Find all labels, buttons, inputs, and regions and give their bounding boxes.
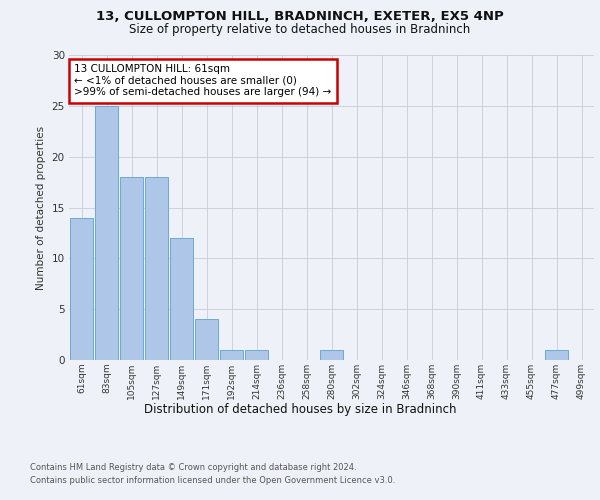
Bar	[545, 350, 568, 360]
Bar	[245, 350, 268, 360]
Text: Distribution of detached houses by size in Bradninch: Distribution of detached houses by size …	[144, 402, 456, 415]
Bar	[195, 320, 218, 360]
Text: Contains public sector information licensed under the Open Government Licence v3: Contains public sector information licen…	[30, 476, 395, 485]
Bar	[95, 106, 118, 360]
Text: Contains HM Land Registry data © Crown copyright and database right 2024.: Contains HM Land Registry data © Crown c…	[30, 462, 356, 471]
Text: Size of property relative to detached houses in Bradninch: Size of property relative to detached ho…	[130, 22, 470, 36]
Bar	[145, 177, 168, 360]
Text: 13, CULLOMPTON HILL, BRADNINCH, EXETER, EX5 4NP: 13, CULLOMPTON HILL, BRADNINCH, EXETER, …	[96, 10, 504, 23]
Bar	[120, 177, 143, 360]
Y-axis label: Number of detached properties: Number of detached properties	[36, 126, 46, 290]
Bar	[220, 350, 243, 360]
Text: 13 CULLOMPTON HILL: 61sqm
← <1% of detached houses are smaller (0)
>99% of semi-: 13 CULLOMPTON HILL: 61sqm ← <1% of detac…	[74, 64, 331, 98]
Bar	[170, 238, 193, 360]
Bar	[320, 350, 343, 360]
Bar	[70, 218, 93, 360]
